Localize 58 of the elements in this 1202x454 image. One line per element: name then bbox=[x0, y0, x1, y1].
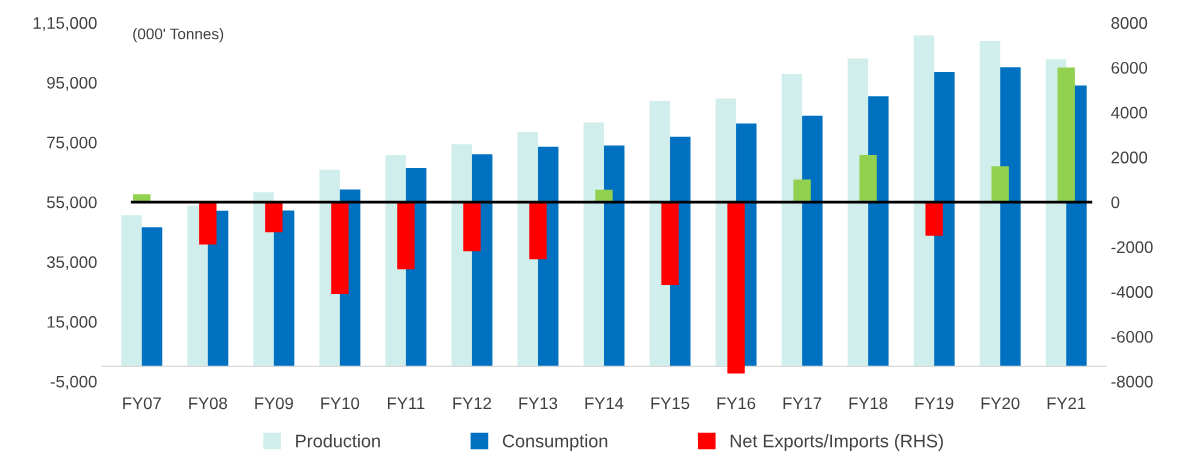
y-tick-label: 35,000 bbox=[46, 256, 97, 270]
y2-tick-label: -4000 bbox=[1111, 286, 1153, 298]
bar bbox=[583, 122, 604, 367]
bar bbox=[868, 96, 889, 367]
x-tick-label: FY13 bbox=[519, 397, 558, 410]
x-tick-label: FY20 bbox=[981, 397, 1020, 410]
annotation: (000' Tonnes) bbox=[133, 28, 224, 43]
y-tick-label: 15,000 bbox=[47, 315, 97, 330]
y-tick-label: 55,000 bbox=[47, 196, 97, 211]
y2-tick-label: 0 bbox=[1111, 196, 1120, 209]
y2-tick-label: -6000 bbox=[1111, 330, 1153, 343]
bar bbox=[141, 227, 163, 367]
x-tick-label: FY07 bbox=[123, 397, 161, 410]
bar bbox=[925, 202, 943, 236]
x-tick-label: FY18 bbox=[849, 397, 888, 410]
y-tick-label: -5,000 bbox=[50, 375, 97, 390]
x-tick-label: FY19 bbox=[915, 397, 954, 410]
bar bbox=[781, 74, 803, 367]
bar bbox=[991, 166, 1009, 203]
bar bbox=[253, 192, 274, 367]
x-tick-label: FY10 bbox=[321, 397, 360, 410]
bar bbox=[273, 210, 295, 367]
bar bbox=[934, 72, 955, 367]
x-tick-label: FY11 bbox=[387, 397, 425, 410]
x-tick-label: FY08 bbox=[189, 397, 228, 410]
x-tick-label: FY16 bbox=[717, 397, 756, 410]
bar bbox=[265, 202, 283, 233]
legend-label: Net Exports/Imports (RHS) bbox=[730, 434, 943, 451]
y-tick-label: 95,000 bbox=[47, 76, 97, 91]
bar bbox=[847, 58, 869, 367]
y2-tick-label: -2000 bbox=[1111, 241, 1153, 254]
bar bbox=[793, 179, 811, 203]
y2-tick-label: 8000 bbox=[1111, 17, 1148, 29]
bar bbox=[529, 202, 547, 260]
bar bbox=[595, 189, 613, 203]
legend-label: Consumption bbox=[502, 434, 608, 451]
y-tick-label: 1,15,000 bbox=[33, 17, 97, 31]
x-tick-label: FY12 bbox=[453, 397, 492, 410]
bar bbox=[1000, 67, 1021, 367]
x-tick-label: FY15 bbox=[651, 397, 690, 410]
bar bbox=[802, 115, 823, 367]
bar bbox=[604, 145, 625, 367]
legend-label: Production bbox=[296, 434, 380, 448]
bar bbox=[913, 35, 935, 367]
bar bbox=[859, 154, 877, 203]
bar bbox=[979, 40, 1001, 367]
y2-tick-label: 2000 bbox=[1111, 151, 1148, 164]
y2-tick-label: 4000 bbox=[1111, 106, 1148, 119]
y-tick-label: 75,000 bbox=[47, 136, 97, 151]
x-tick-label: FY14 bbox=[585, 397, 624, 410]
bar bbox=[199, 202, 217, 245]
x-tick-label: FY21 bbox=[1047, 397, 1086, 410]
y2-tick-label: 6000 bbox=[1111, 61, 1148, 74]
x-tick-label: FY17 bbox=[783, 397, 822, 410]
y2-tick-label: -8000 bbox=[1111, 375, 1153, 388]
bar bbox=[463, 202, 481, 252]
bar bbox=[121, 215, 142, 367]
x-tick-label: FY09 bbox=[255, 397, 293, 410]
